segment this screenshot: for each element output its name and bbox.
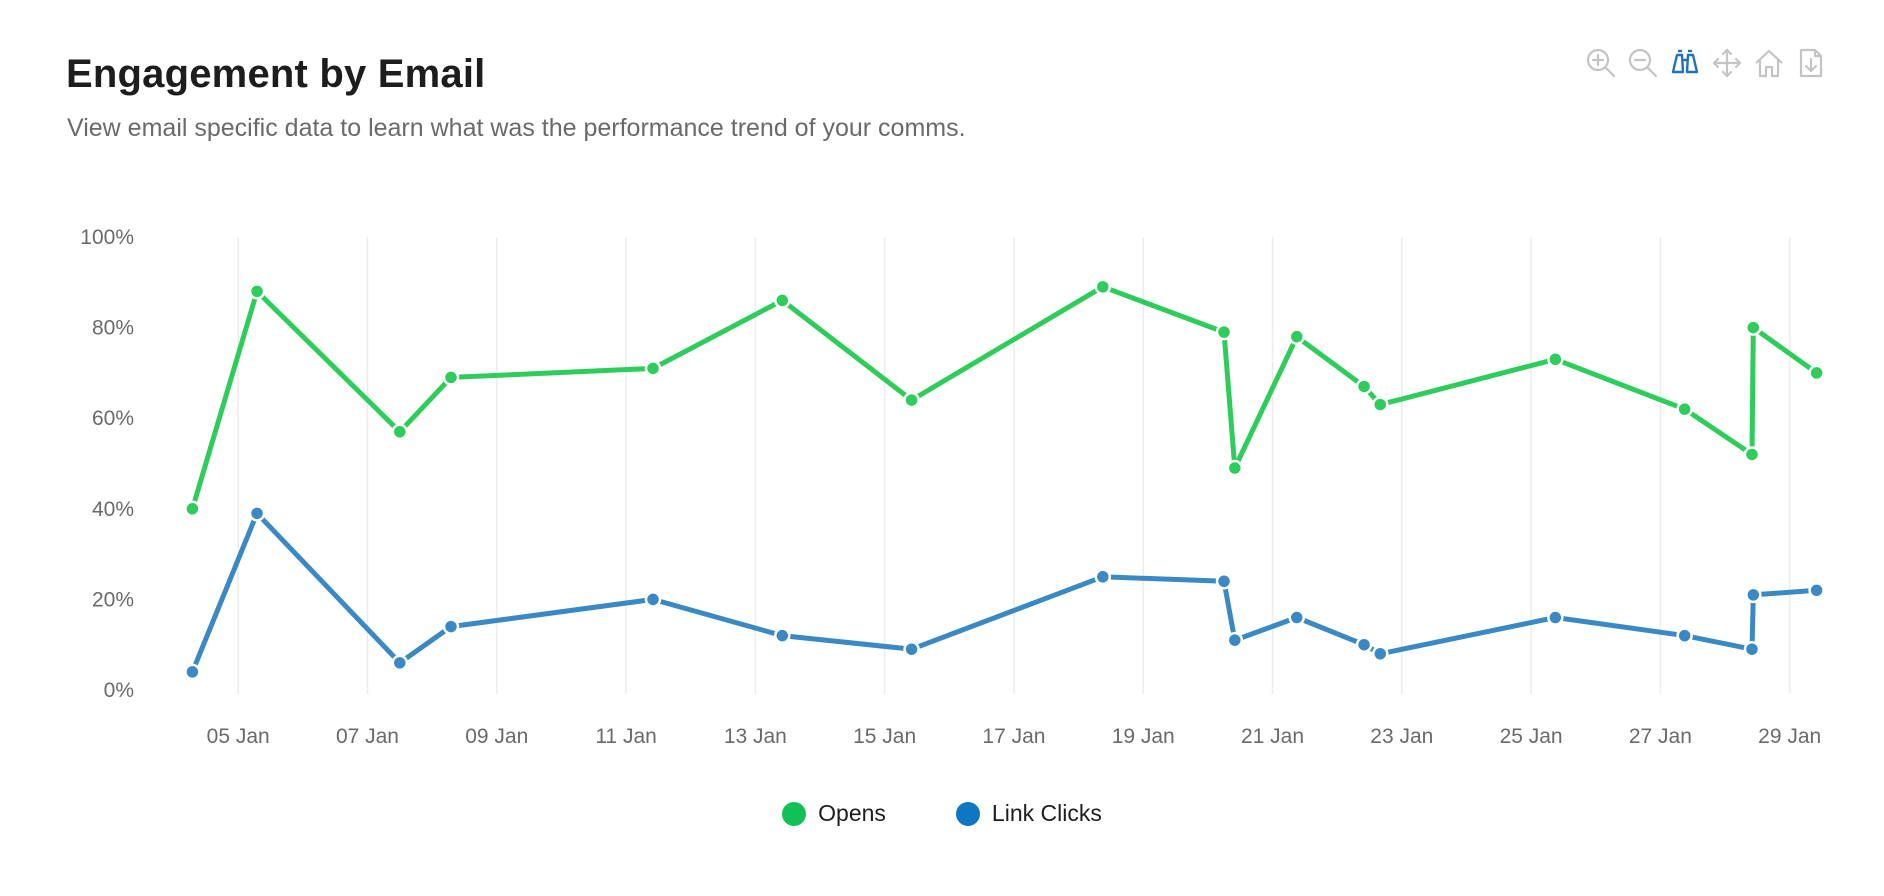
data-point-opens [1094, 278, 1112, 296]
data-point-opens [774, 292, 791, 309]
series-line-opens [189, 284, 1820, 512]
data-point-link-clicks [1372, 645, 1389, 663]
chart-toolbar [1584, 46, 1828, 80]
x-tick-label: 13 Jan [724, 725, 787, 748]
x-tick-label: 29 Jan [1758, 725, 1821, 748]
data-point-opens [248, 283, 266, 300]
data-point-link-clicks [184, 663, 201, 681]
data-point-link-clicks [391, 654, 409, 672]
x-tick-label: 05 Jan [207, 725, 270, 748]
data-point-link-clicks [1743, 640, 1761, 658]
x-tick-label: 25 Jan [1500, 725, 1563, 748]
legend-label-link-clicks: Link Clicks [991, 800, 1102, 826]
data-point-link-clicks [248, 505, 266, 522]
x-tick-label: 23 Jan [1370, 725, 1433, 748]
legend-item-link-clicks[interactable]: Link Clicks [955, 800, 1102, 827]
x-tick-label: 19 Jan [1112, 725, 1175, 748]
selection-zoom-button[interactable] [1668, 46, 1702, 80]
data-point-link-clicks [1215, 573, 1233, 590]
data-point-opens [184, 500, 201, 518]
data-point-opens [1808, 364, 1825, 382]
x-tick-label: 21 Jan [1241, 725, 1304, 748]
y-tick-label: 20% [92, 588, 134, 611]
home-icon [1755, 49, 1783, 78]
data-point-link-clicks [1676, 627, 1693, 644]
data-point-opens [1745, 319, 1762, 336]
data-point-opens [1547, 351, 1564, 368]
data-point-link-clicks [1808, 582, 1825, 599]
data-point-opens [1676, 400, 1693, 418]
line-chart: 05 Jan 07 Jan 09 Jan 11 Jan 13 Jan 15 Jan 17 J… [80, 226, 1825, 748]
y-tick-label: 0% [104, 679, 134, 702]
y-tick-label: 80% [92, 317, 134, 340]
data-point-link-clicks [1226, 631, 1244, 649]
data-point-opens [1355, 378, 1373, 395]
x-tick-label: 27 Jan [1629, 725, 1692, 748]
data-point-link-clicks [774, 627, 791, 644]
x-tick-label: 11 Jan [595, 725, 657, 748]
data-point-opens [1226, 459, 1244, 477]
y-tick-label: 60% [92, 407, 134, 430]
data-point-link-clicks [1094, 568, 1112, 585]
data-point-link-clicks [903, 640, 920, 658]
x-tick-label: 17 Jan [982, 725, 1045, 748]
zoom-in-icon [1586, 48, 1616, 78]
data-point-link-clicks [1288, 609, 1306, 626]
binoculars-icon [1671, 49, 1699, 74]
data-point-opens [644, 360, 662, 377]
data-point-opens [1215, 323, 1233, 341]
chart-subtitle: View email specific data to learn what w… [67, 114, 966, 142]
data-point-link-clicks [1547, 609, 1564, 626]
data-point-opens [1288, 328, 1306, 345]
zoom-out-button[interactable] [1626, 46, 1660, 80]
chart-legend: Opens Link Clicks [0, 800, 1884, 827]
data-point-opens [391, 423, 409, 441]
x-tick-label: 07 Jan [336, 725, 399, 748]
series-line-link-clicks [189, 510, 1820, 675]
legend-marker-opens [782, 801, 807, 826]
data-point-link-clicks [442, 618, 460, 635]
data-point-opens [442, 369, 460, 386]
x-tick-label: 15 Jan [853, 725, 916, 748]
zoom-in-button[interactable] [1584, 46, 1618, 80]
data-point-opens [1372, 396, 1389, 413]
chart-title: Engagement by Email [66, 52, 486, 96]
data-point-opens [1743, 446, 1761, 463]
data-point-link-clicks [644, 591, 662, 608]
pan-button[interactable] [1710, 46, 1744, 80]
data-point-opens [903, 391, 920, 409]
data-point-link-clicks [1355, 636, 1373, 653]
zoom-out-icon [1628, 48, 1658, 78]
x-tick-label: 09 Jan [465, 725, 528, 748]
reset-zoom-button[interactable] [1752, 46, 1786, 80]
download-button[interactable] [1794, 46, 1828, 80]
y-tick-label: 40% [92, 498, 134, 521]
legend-label-opens: Opens [818, 800, 886, 826]
download-icon [1799, 48, 1823, 78]
legend-item-opens[interactable]: Opens [782, 800, 886, 827]
y-tick-label: 100% [80, 226, 134, 249]
pan-icon [1712, 48, 1742, 78]
legend-marker-link-clicks [955, 801, 980, 826]
data-point-link-clicks [1745, 586, 1762, 604]
